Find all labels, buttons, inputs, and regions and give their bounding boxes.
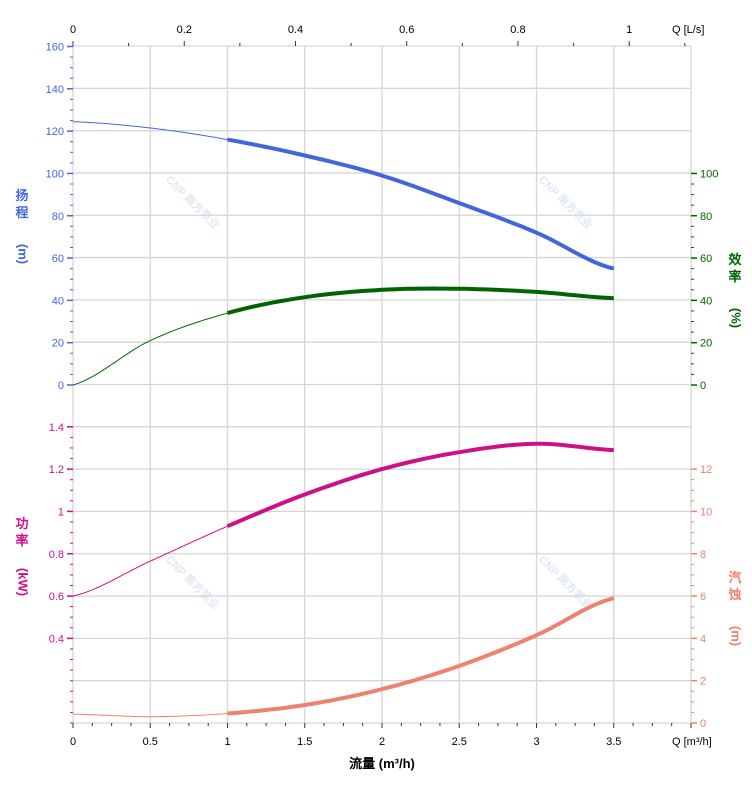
head-curve-operating (227, 137, 615, 271)
power-tick-label: 1 (58, 506, 64, 518)
head-tick-label: 0 (58, 380, 64, 392)
watermark-text: CNP 南方泵业 (536, 172, 595, 231)
top-tick-label: 0.6 (399, 24, 414, 36)
top-tick-label: 0 (70, 24, 76, 36)
power-axis-title: 功 (15, 516, 28, 531)
head-tick-label: 120 (46, 126, 64, 138)
npsh-axis-title: 汽 (728, 570, 741, 585)
top-tick-label: 1 (626, 24, 632, 36)
x-tick-label: 1.5 (297, 736, 312, 748)
efficiency-axis-unit: (%) (729, 308, 744, 328)
power-axis-title: 率 (15, 533, 28, 548)
npsh-curve-operating (227, 596, 615, 716)
power-tick-label: 1.4 (49, 422, 64, 434)
top-tick-label: 0.4 (288, 24, 303, 36)
efficiency-tick-label: 80 (700, 211, 712, 223)
npsh-tick-label: 0 (700, 718, 706, 730)
head-tick-label: 160 (46, 42, 64, 54)
power-tick-label: 0.8 (49, 549, 64, 561)
power-curve-operating (226, 441, 614, 529)
npsh-curve-extended (72, 713, 228, 718)
npsh-tick-label: 10 (700, 506, 712, 518)
watermark-text: CNP 南方泵业 (163, 552, 222, 611)
head-tick-label: 80 (52, 211, 64, 223)
head-axis-unit: (m) (16, 244, 31, 264)
power-axis-unit: (kW) (16, 568, 31, 596)
x-tick-label: 3.5 (606, 736, 621, 748)
watermark-text: CNP 南方泵业 (536, 552, 595, 611)
npsh-axis-unit: (m) (729, 626, 744, 646)
head-tick-label: 100 (46, 168, 64, 180)
npsh-axis-title: 蚀 (727, 587, 741, 602)
npsh-tick-label: 8 (700, 549, 706, 561)
npsh-tick-label: 12 (700, 464, 712, 476)
power-tick-label: 1.2 (49, 464, 64, 476)
x-tick-label: 2 (379, 736, 385, 748)
power-curve-extended (72, 525, 228, 597)
grid (72, 45, 692, 724)
efficiency-axis-title: 率 (728, 269, 741, 284)
head-tick-label: 20 (52, 338, 64, 350)
efficiency-tick-label: 40 (700, 295, 712, 307)
x-tick-label: 0.5 (143, 736, 158, 748)
x-tick-label: 3 (533, 736, 539, 748)
efficiency-curve-operating (226, 286, 614, 316)
head-axis-title: 扬 (15, 188, 28, 203)
efficiency-tick-label: 20 (700, 338, 712, 350)
curves (72, 121, 615, 718)
top-unit-label: Q [L/s] (672, 24, 704, 36)
npsh-tick-label: 4 (700, 633, 706, 645)
power-tick-label: 0.6 (49, 591, 64, 603)
power-tick-label: 0.4 (49, 633, 64, 645)
head-axis-title: 程 (15, 205, 28, 220)
x-tick-label: 0 (70, 736, 76, 748)
head-tick-label: 40 (52, 295, 64, 307)
x-tick-label: 1 (224, 736, 230, 748)
npsh-tick-label: 6 (700, 591, 706, 603)
efficiency-tick-label: 100 (700, 168, 718, 180)
axes: 0 0.5 1 1.5 2 2.5 3 3.50 0.2 0.4 0.6 0.8 10204060801… (15, 24, 743, 748)
top-tick-label: 0.8 (510, 24, 525, 36)
head-curve-extended (72, 121, 228, 141)
top-tick-label: 0.2 (177, 24, 192, 36)
efficiency-curve-extended (72, 312, 228, 386)
head-tick-label: 140 (46, 84, 64, 96)
watermark-text: CNP 南方泵业 (163, 172, 222, 231)
x-tick-label: 2.5 (452, 736, 467, 748)
efficiency-tick-label: 60 (700, 253, 712, 265)
npsh-tick-label: 2 (700, 676, 706, 688)
x-unit-label: Q [m³/h] (672, 736, 712, 748)
x-axis-title: 流量 (m³/h) (349, 756, 415, 771)
efficiency-tick-label: 0 (700, 380, 706, 392)
head-tick-label: 60 (52, 253, 64, 265)
efficiency-axis-title: 效 (728, 252, 742, 267)
